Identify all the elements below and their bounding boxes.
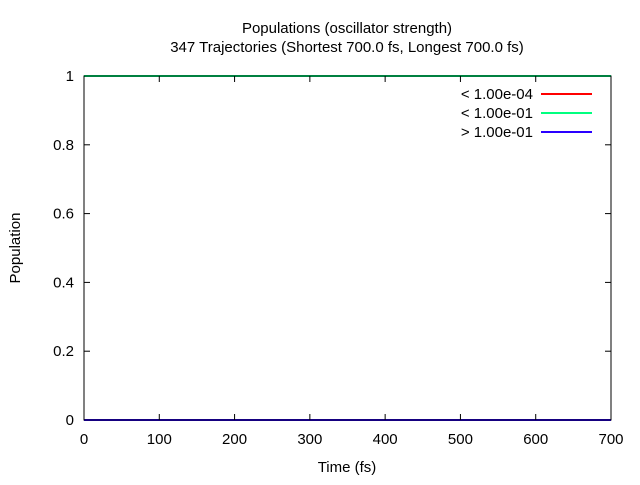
y-tick-label: 0.6: [53, 206, 74, 223]
y-tick-label: 0.4: [53, 274, 74, 291]
x-tick-label: 0: [80, 431, 88, 448]
x-axis: 0 100 200 300 400 500 600 700: [80, 76, 624, 448]
y-tick-label: 1: [66, 68, 74, 85]
plot-frame: [83, 75, 612, 421]
chart-subtitle: 347 Trajectories (Shortest 700.0 fs, Lon…: [170, 39, 524, 56]
x-tick-label: 400: [373, 431, 398, 448]
y-axis: 0 0.2 0.4 0.6 0.8 1: [53, 68, 611, 429]
x-tick-label: 300: [297, 431, 322, 448]
y-axis-label: Population: [7, 213, 24, 284]
x-tick-label: 100: [147, 431, 172, 448]
legend-label: < 1.00e-01: [461, 105, 533, 122]
legend-label: < 1.00e-04: [461, 86, 533, 103]
x-tick-label: 600: [523, 431, 548, 448]
x-tick-label: 500: [448, 431, 473, 448]
x-axis-label: Time (fs): [318, 459, 377, 476]
chart-title: Populations (oscillator strength): [242, 20, 452, 37]
legend-label: > 1.00e-01: [461, 124, 533, 141]
x-tick-label: 200: [222, 431, 247, 448]
y-tick-label: 0: [66, 412, 74, 429]
y-tick-label: 0.2: [53, 343, 74, 360]
legend: < 1.00e-04 < 1.00e-01 > 1.00e-01: [461, 86, 592, 141]
y-tick-label: 0.8: [53, 137, 74, 154]
x-tick-label: 700: [598, 431, 623, 448]
